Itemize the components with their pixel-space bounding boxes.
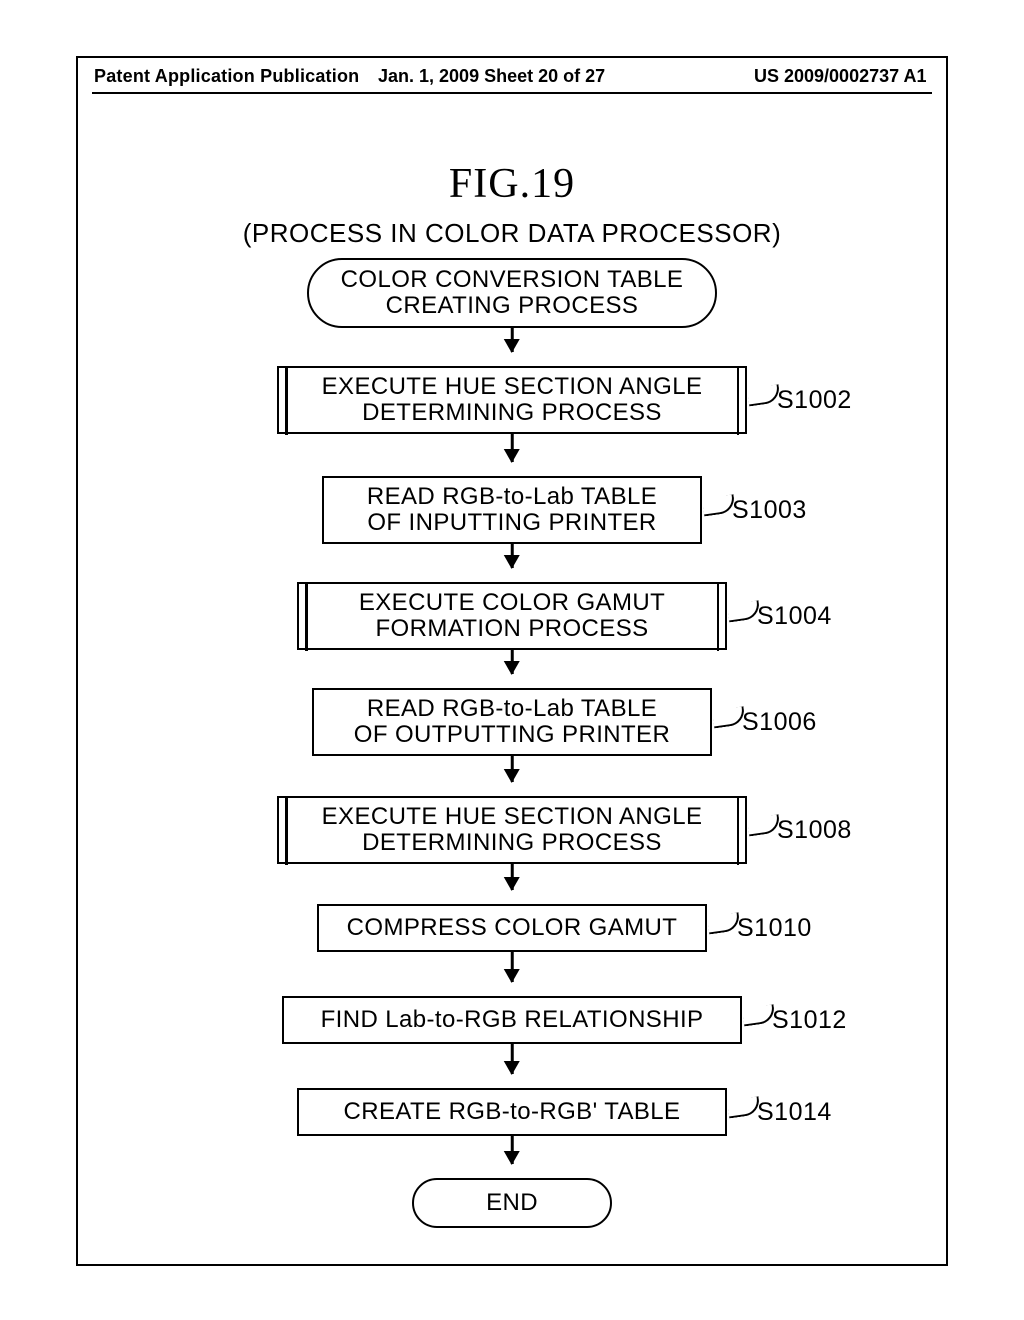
flow-node-start: COLOR CONVERSION TABLECREATING PROCESS (307, 258, 717, 328)
flow-node-s1008: EXECUTE HUE SECTION ANGLEDETERMINING PRO… (277, 796, 747, 864)
flow-node-text: EXECUTE HUE SECTION ANGLE (322, 804, 703, 830)
flow-arrow (511, 1044, 514, 1074)
flow-node-s1014: CREATE RGB-to-RGB' TABLE (297, 1088, 727, 1136)
flow-arrow (511, 328, 514, 352)
header-date-sheet: Jan. 1, 2009 Sheet 20 of 27 (378, 66, 605, 87)
flow-node-text: READ RGB-to-Lab TABLE (367, 696, 657, 722)
flow-arrow (511, 1136, 514, 1164)
header-pub-number: US 2009/0002737 A1 (754, 66, 926, 87)
flow-node-text: EXECUTE COLOR GAMUT (359, 590, 665, 616)
flow-arrow (511, 864, 514, 890)
flow-node-s1004: EXECUTE COLOR GAMUTFORMATION PROCESS (297, 582, 727, 650)
flow-node-s1012: FIND Lab-to-RGB RELATIONSHIP (282, 996, 742, 1044)
step-label-s1003: S1003 (732, 496, 807, 525)
page: Patent Application Publication Jan. 1, 2… (0, 0, 1024, 1320)
flow-node-text: CREATING PROCESS (386, 293, 639, 319)
flow-node-s1002: EXECUTE HUE SECTION ANGLEDETERMINING PRO… (277, 366, 747, 434)
flow-node-text: OF OUTPUTTING PRINTER (354, 722, 670, 748)
flow-node-s1006: READ RGB-to-Lab TABLEOF OUTPUTTING PRINT… (312, 688, 712, 756)
flow-node-text: DETERMINING PROCESS (362, 830, 662, 856)
flow-arrow (511, 434, 514, 462)
flow-node-text: FIND Lab-to-RGB RELATIONSHIP (321, 1007, 704, 1033)
step-label-s1008: S1008 (777, 816, 852, 845)
flow-node-text: EXECUTE HUE SECTION ANGLE (322, 374, 703, 400)
step-label-s1002: S1002 (777, 386, 852, 415)
step-label-s1014: S1014 (757, 1098, 832, 1127)
flow-arrow (511, 952, 514, 982)
step-label-s1006: S1006 (742, 708, 817, 737)
flow-node-text: FORMATION PROCESS (375, 616, 648, 642)
figure-subtitle: (PROCESS IN COLOR DATA PROCESSOR) (0, 218, 1024, 249)
step-label-s1004: S1004 (757, 602, 832, 631)
step-label-s1010: S1010 (737, 914, 812, 943)
figure-title: FIG.19 (0, 160, 1024, 208)
flow-node-text: COMPRESS COLOR GAMUT (347, 915, 678, 941)
flow-arrow (511, 544, 514, 568)
flow-node-text: CREATE RGB-to-RGB' TABLE (344, 1099, 681, 1125)
step-label-s1012: S1012 (772, 1006, 847, 1035)
header-publication: Patent Application Publication (94, 66, 359, 87)
flow-node-text: READ RGB-to-Lab TABLE (367, 484, 657, 510)
header-rule (92, 92, 932, 94)
flow-arrow (511, 756, 514, 782)
flow-node-text: DETERMINING PROCESS (362, 400, 662, 426)
flow-node-text: END (486, 1190, 538, 1216)
flow-node-text: COLOR CONVERSION TABLE (341, 267, 684, 293)
flow-node-end: END (412, 1178, 612, 1228)
flow-arrow (511, 650, 514, 674)
flow-node-s1003: READ RGB-to-Lab TABLEOF INPUTTING PRINTE… (322, 476, 702, 544)
flow-node-text: OF INPUTTING PRINTER (367, 510, 656, 536)
flow-node-s1010: COMPRESS COLOR GAMUT (317, 904, 707, 952)
